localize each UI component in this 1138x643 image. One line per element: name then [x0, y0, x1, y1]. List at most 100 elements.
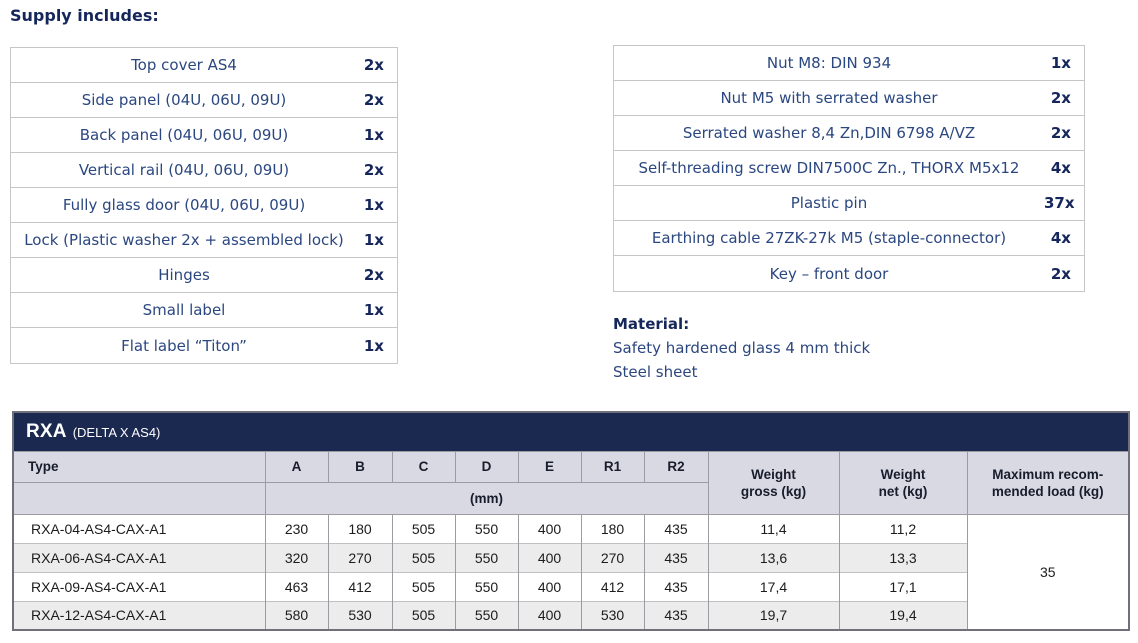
- qty-label: 2x: [1050, 124, 1071, 142]
- item-label: Earthing cable 27ZK-27k M5 (staple-conne…: [651, 229, 1007, 247]
- cell-b: 270: [327, 542, 393, 572]
- col-header-max-load: Maximum recom- mended load (kg): [966, 450, 1130, 515]
- table-row: RXA-04-AS4-CAX-A1 230 180 505 550 400 18…: [12, 513, 1130, 630]
- qty-label: 1x: [363, 336, 384, 355]
- cell-e: 400: [517, 600, 582, 630]
- cell-c: 505: [391, 542, 456, 572]
- qty-label: 2x: [363, 91, 384, 109]
- cell-d: 550: [454, 542, 519, 572]
- item-label: Nut M8: DIN 934: [766, 54, 892, 72]
- material-section: Material: Safety hardened glass 4 mm thi…: [613, 312, 870, 384]
- cell-r2: 435: [643, 600, 709, 630]
- table-row: RXA-09-AS4-CAX-A1 463 412 505 550 400 41…: [12, 571, 1129, 601]
- col-header-r1: R1: [580, 450, 645, 483]
- cell-weight-gross: 11,4: [707, 513, 840, 543]
- cell-weight-net: 11,2: [838, 513, 968, 543]
- item-label: Nut M5 with serrated washer: [720, 89, 938, 107]
- cell-type: RXA-09-AS4-CAX-A1: [12, 571, 266, 601]
- supply-row: Small label 1x: [11, 293, 397, 328]
- weight-gross-line2: gross (kg): [740, 483, 807, 499]
- item-label: Key – front door: [769, 264, 889, 283]
- spec-header-row: Type A B C D E R1 R2 Weight gross (kg) W…: [12, 450, 1130, 515]
- cell-weight-gross: 13,6: [707, 542, 840, 572]
- cell-c: 505: [391, 600, 456, 630]
- cell-r2: 435: [643, 513, 709, 543]
- qty-label: 37x: [1044, 194, 1075, 212]
- item-label: Serrated washer 8,4 Zn,DIN 6798 A/VZ: [682, 124, 976, 142]
- qty-label: 2x: [1050, 89, 1071, 107]
- col-header-b: B: [327, 450, 393, 483]
- col-header-a: A: [264, 450, 329, 483]
- supply-row: Earthing cable 27ZK-27k M5 (staple-conne…: [614, 221, 1084, 256]
- qty-label: 2x: [363, 56, 384, 74]
- weight-net-line2: net (kg): [878, 483, 928, 499]
- cell-a: 463: [264, 571, 329, 601]
- spec-title: RXA: [26, 420, 67, 442]
- cell-type: RXA-06-AS4-CAX-A1: [12, 542, 266, 572]
- weight-gross-line1: Weight: [751, 466, 796, 482]
- material-title: Material:: [613, 315, 690, 333]
- item-label: Vertical rail (04U, 06U, 09U): [78, 161, 290, 179]
- table-row: RXA-06-AS4-CAX-A1 320 270 505 550 400 27…: [12, 542, 1129, 572]
- supply-row: Side panel (04U, 06U, 09U) 2x: [11, 83, 397, 118]
- qty-label: 1x: [363, 196, 384, 214]
- qty-label: 2x: [1050, 264, 1071, 283]
- cell-r2: 435: [643, 571, 709, 601]
- supply-row: Hinges 2x: [11, 258, 397, 293]
- cell-c: 505: [391, 513, 456, 543]
- supply-row: Vertical rail (04U, 06U, 09U) 2x: [11, 153, 397, 188]
- qty-label: 1x: [1050, 54, 1071, 72]
- supply-row: Serrated washer 8,4 Zn,DIN 6798 A/VZ 2x: [614, 116, 1084, 151]
- cell-a: 320: [264, 542, 329, 572]
- cell-weight-gross: 17,4: [707, 571, 840, 601]
- cell-r1: 270: [580, 542, 645, 572]
- col-header-weight-gross: Weight gross (kg): [707, 450, 840, 515]
- qty-label: 4x: [1050, 229, 1071, 247]
- item-label: Side panel (04U, 06U, 09U): [81, 91, 287, 109]
- item-label: Fully glass door (04U, 06U, 09U): [62, 196, 306, 214]
- cell-d: 550: [454, 571, 519, 601]
- supply-row: Plastic pin 37x: [614, 186, 1084, 221]
- cell-weight-net: 19,4: [838, 600, 968, 630]
- cell-a: 580: [264, 600, 329, 630]
- col-header-weight-net: Weight net (kg): [838, 450, 968, 515]
- supply-row: Key – front door 2x: [614, 256, 1084, 291]
- cell-weight-gross: 19,7: [707, 600, 840, 630]
- cell-r1: 412: [580, 571, 645, 601]
- cell-e: 400: [517, 571, 582, 601]
- supply-row: Fully glass door (04U, 06U, 09U) 1x: [11, 188, 397, 223]
- table-row: RXA-12-AS4-CAX-A1 580 530 505 550 400 53…: [12, 600, 1129, 630]
- supply-row: Top cover AS4 2x: [11, 48, 397, 83]
- item-label: Small label: [142, 301, 226, 319]
- item-label: Lock (Plastic washer 2x + assembled lock…: [24, 231, 344, 249]
- cell-d: 550: [454, 600, 519, 630]
- col-header-e: E: [517, 450, 582, 483]
- cell-type: RXA-12-AS4-CAX-A1: [12, 600, 266, 630]
- cell-weight-net: 17,1: [838, 571, 968, 601]
- cell-type: RXA-04-AS4-CAX-A1: [12, 513, 266, 543]
- item-label: Hinges: [158, 266, 210, 284]
- page-title: Supply includes:: [10, 6, 159, 25]
- max-load-line1: Maximum recom-: [992, 466, 1104, 482]
- qty-label: 1x: [363, 126, 384, 144]
- col-header-r2: R2: [643, 450, 709, 483]
- spec-table-section: RXA (DELTA X AS4) Type A B C D E R1 R2 We…: [12, 411, 1130, 631]
- cell-b: 530: [327, 600, 393, 630]
- supply-row: Nut M5 with serrated washer 2x: [614, 81, 1084, 116]
- cell-b: 412: [327, 571, 393, 601]
- col-header-c: C: [391, 450, 456, 483]
- qty-label: 2x: [363, 161, 384, 179]
- spec-table: RXA (DELTA X AS4) Type A B C D E R1 R2 We…: [12, 411, 1130, 631]
- cell-r1: 530: [580, 600, 645, 630]
- item-label: Plastic pin: [790, 194, 868, 212]
- cell-max-load: 35: [966, 513, 1130, 630]
- item-label: Flat label “Titon”: [121, 336, 247, 355]
- supply-row: Back panel (04U, 06U, 09U) 1x: [11, 118, 397, 153]
- cell-r2: 435: [643, 542, 709, 572]
- max-load-line2: mended load (kg): [991, 483, 1104, 499]
- col-header-type: Type: [12, 450, 266, 483]
- cell-e: 400: [517, 513, 582, 543]
- qty-label: 1x: [363, 301, 384, 319]
- supply-table-right: Nut M8: DIN 934 1x Nut M5 with serrated w…: [613, 45, 1085, 292]
